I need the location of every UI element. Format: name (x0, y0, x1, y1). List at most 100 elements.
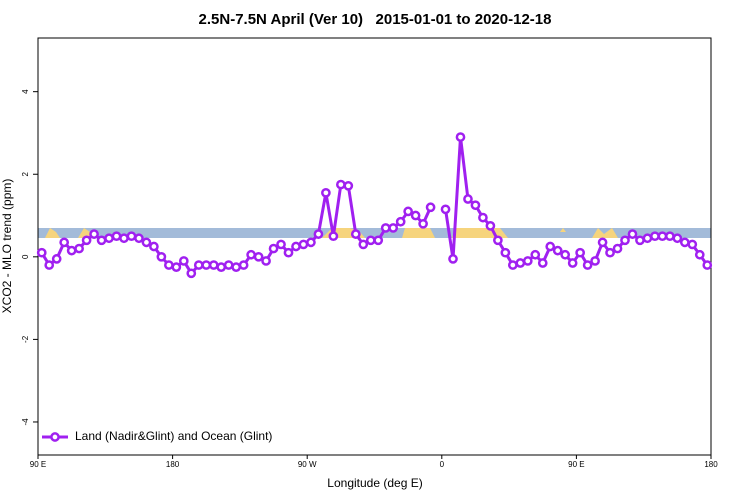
data-point (455, 132, 466, 142)
data-point (193, 260, 204, 270)
data-point (156, 251, 167, 262)
data-point (59, 237, 70, 248)
data-point (373, 235, 384, 246)
data-point (298, 239, 309, 250)
data-point (261, 256, 271, 266)
data-point (552, 245, 563, 256)
legend-marker (50, 432, 60, 442)
data-point (51, 254, 62, 264)
y-tick-label: 2 (21, 171, 30, 176)
data-point (665, 231, 675, 242)
data-point (679, 237, 690, 248)
data-point (119, 233, 129, 244)
data-point (253, 251, 264, 262)
data-point (694, 249, 705, 260)
data-point (201, 260, 212, 270)
data-point (380, 223, 391, 233)
data-point (590, 256, 600, 266)
data-point (164, 260, 174, 270)
data-point (410, 210, 421, 221)
data-point (81, 235, 92, 246)
data-point (313, 229, 324, 239)
data-point (620, 235, 630, 246)
x-tick-label: 90 E (568, 460, 584, 469)
plot-frame (37, 37, 712, 456)
data-point (575, 247, 585, 258)
ocean-band (38, 228, 711, 238)
data-point (336, 179, 346, 190)
data-point (306, 237, 316, 248)
x-tick-label: 180 (166, 460, 180, 469)
data-point (657, 231, 668, 242)
data-point (515, 258, 526, 268)
data-point (44, 260, 55, 270)
data-point (171, 262, 182, 272)
data-point (627, 229, 638, 239)
y-tick-label: -2 (21, 335, 30, 343)
x-tick-label: 180 (704, 460, 718, 469)
data-point (321, 187, 331, 198)
data-point (470, 200, 481, 211)
data-point (276, 239, 286, 250)
data-point (403, 206, 413, 217)
data-point (448, 254, 458, 264)
data-point (605, 247, 615, 258)
data-point (238, 260, 249, 270)
data-point (134, 233, 144, 244)
data-point (268, 243, 279, 254)
data-point (126, 231, 137, 242)
data-point (418, 218, 428, 229)
x-tick-label: 0 (440, 460, 445, 469)
data-point (111, 231, 122, 242)
data-point (358, 239, 369, 250)
data-point (291, 241, 301, 252)
data-point (582, 260, 593, 270)
data-point (283, 247, 294, 258)
data-point (96, 235, 107, 246)
data-point (89, 229, 99, 239)
data-point (231, 262, 242, 272)
data-point (650, 231, 660, 242)
data-point (687, 239, 698, 250)
data-point (395, 216, 406, 227)
data-point (635, 235, 645, 246)
y-tick-label: 4 (21, 89, 30, 94)
data-point (522, 256, 533, 266)
data-point (440, 204, 451, 215)
data-point (66, 245, 77, 256)
data-point (560, 249, 571, 260)
data-point (545, 241, 556, 252)
chart-title: 2.5N-7.5N April (Ver 10) 2015-01-01 to 2… (199, 11, 552, 28)
data-point (350, 229, 361, 239)
data-point (104, 233, 114, 244)
data-point (246, 249, 256, 260)
data-point (530, 249, 541, 260)
x-tick-label: 90 E (30, 460, 46, 469)
data-point (36, 247, 47, 258)
y-axis-label: XCO2 - MLO trend (ppm) (0, 179, 14, 314)
data-point (223, 260, 234, 270)
data-point (493, 235, 503, 246)
data-point (478, 212, 488, 223)
data-point (642, 233, 653, 244)
data-point (485, 221, 496, 231)
data-point (74, 243, 84, 254)
data-point (178, 256, 189, 266)
y-tick-label: -4 (21, 418, 30, 426)
data-point (507, 260, 518, 270)
data-point (328, 231, 339, 242)
data-point (388, 223, 399, 233)
data-point (216, 262, 227, 272)
data-point (365, 235, 376, 246)
data-point (500, 247, 511, 258)
x-axis-label: Longitude (deg E) (327, 476, 422, 490)
x-tick-label: 90 W (298, 460, 317, 469)
data-point (672, 233, 683, 244)
data-point (186, 268, 197, 279)
data-point (537, 258, 548, 268)
data-point (343, 180, 354, 191)
data-point (208, 260, 219, 270)
data-point (463, 194, 473, 204)
data-point (149, 241, 159, 252)
